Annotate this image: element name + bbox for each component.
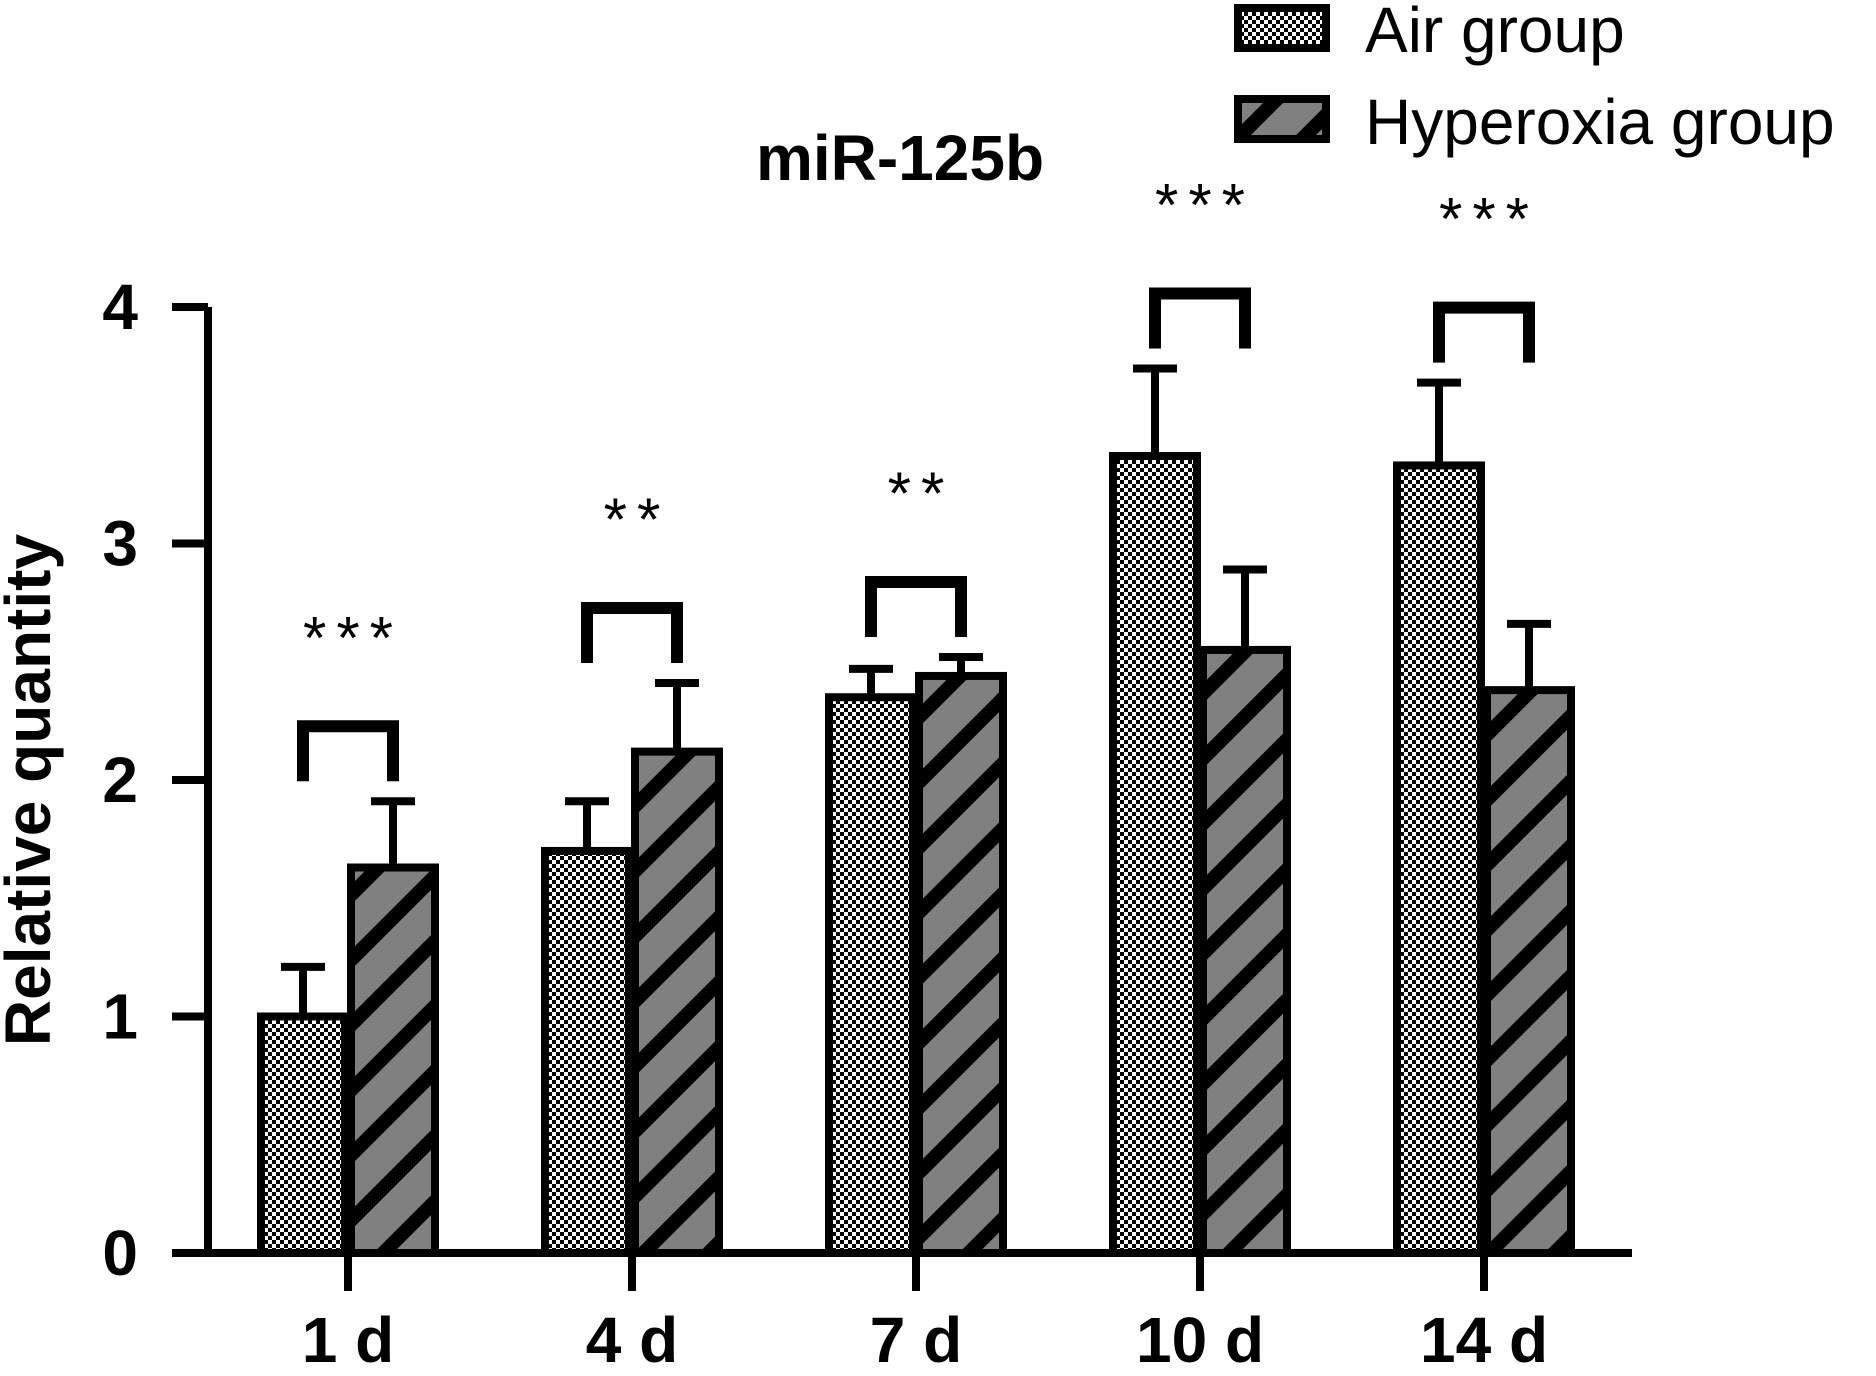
- x-tick-label: 14 d: [1420, 1304, 1548, 1371]
- bar: [1199, 645, 1291, 1257]
- legend-label-hyperoxia: Hyperoxia group: [1365, 86, 1835, 158]
- significance-label: ***: [1439, 186, 1539, 253]
- legend-label-air: Air group: [1365, 0, 1625, 66]
- x-tick-label: 1 d: [302, 1304, 394, 1371]
- significance-bracket: [581, 602, 683, 664]
- significance-bracket: [865, 576, 967, 638]
- y-tick-label: 1: [102, 981, 138, 1053]
- y-tick-label: 0: [102, 1217, 138, 1289]
- significance-bracket: [1149, 287, 1251, 349]
- x-tick-label: 7 d: [870, 1304, 962, 1371]
- plot-area: 0 1 2 3 4 1 d *** 4 d ** 7 d ** 10 d *** 14 d ***: [102, 171, 1632, 1376]
- significance-bracket: [297, 720, 399, 782]
- bar: [1109, 451, 1201, 1257]
- chart-title: miR-125b: [756, 122, 1044, 194]
- significance-label: ***: [1155, 171, 1255, 238]
- y-tick-label: 3: [102, 508, 138, 580]
- significance-label: ***: [303, 604, 403, 671]
- y-tick-label: 2: [102, 744, 138, 816]
- significance-label: **: [604, 486, 671, 553]
- bar: [1483, 686, 1575, 1257]
- y-tick-label: 4: [102, 271, 138, 343]
- legend-swatch-air: [1234, 4, 1330, 52]
- legend-swatch-hyperoxia: [1234, 95, 1330, 143]
- x-tick-label: 10 d: [1136, 1304, 1264, 1371]
- bar: [347, 863, 439, 1257]
- bar: [1393, 461, 1485, 1257]
- significance-label: **: [888, 460, 955, 527]
- legend: Air group Hyperoxia group: [1234, 0, 1835, 158]
- x-tick-label: 4 d: [586, 1304, 678, 1371]
- y-axis-label: Relative quantity: [0, 534, 64, 1047]
- significance-bracket: [1433, 301, 1535, 363]
- bar: [541, 846, 633, 1257]
- bar: [915, 671, 1007, 1257]
- bar: [631, 747, 723, 1257]
- bar: [257, 1012, 349, 1257]
- bar: [825, 693, 917, 1257]
